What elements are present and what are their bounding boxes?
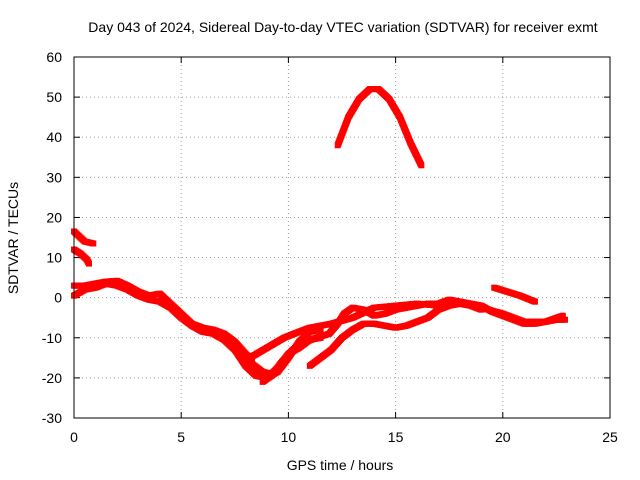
y-tick-label: 0 (54, 290, 62, 306)
y-tick-label: 40 (46, 129, 62, 145)
series-arc-1 (71, 228, 97, 247)
axis-ticks: 0 5 10 15 20 25 -30 -20 -10 0 10 20 30 40 50 60 (42, 49, 618, 445)
x-tick-label: 25 (602, 429, 618, 445)
series-arc-10 (491, 284, 538, 305)
x-axis-label: GPS time / hours (287, 457, 394, 473)
x-tick-label: 20 (495, 429, 511, 445)
series-arc-3 (71, 277, 255, 363)
data-series (71, 86, 568, 385)
x-tick-label: 15 (388, 429, 404, 445)
y-tick-label: 20 (46, 209, 62, 225)
y-tick-label: -20 (42, 370, 62, 386)
y-tick-label: 30 (46, 169, 62, 185)
data-point (85, 259, 92, 266)
y-tick-label: 60 (46, 49, 62, 65)
x-tick-label: 0 (70, 429, 78, 445)
data-point (477, 306, 484, 313)
data-point (530, 298, 537, 305)
x-tick-label: 5 (177, 429, 185, 445)
grid (74, 57, 610, 418)
data-point (558, 313, 565, 320)
chart-title: Day 043 of 2024, Sidereal Day-to-day VTE… (88, 19, 597, 35)
y-tick-label: -10 (42, 330, 62, 346)
series-arc-2 (71, 246, 93, 267)
series-arc-8 (306, 300, 485, 369)
data-point (417, 161, 424, 168)
data-point (316, 327, 323, 334)
x-tick-label: 10 (281, 429, 297, 445)
series-arc-4 (71, 280, 324, 381)
y-tick-label: 10 (46, 250, 62, 266)
series-arc-7 (259, 296, 568, 385)
data-point (560, 316, 567, 323)
y-tick-label: -30 (42, 410, 62, 426)
y-axis-label: SDTVAR / TECUs (5, 182, 21, 294)
plot-frame (73, 56, 611, 419)
series-arc-9 (334, 86, 425, 169)
data-point (88, 240, 95, 247)
y-tick-label: 50 (46, 89, 62, 105)
